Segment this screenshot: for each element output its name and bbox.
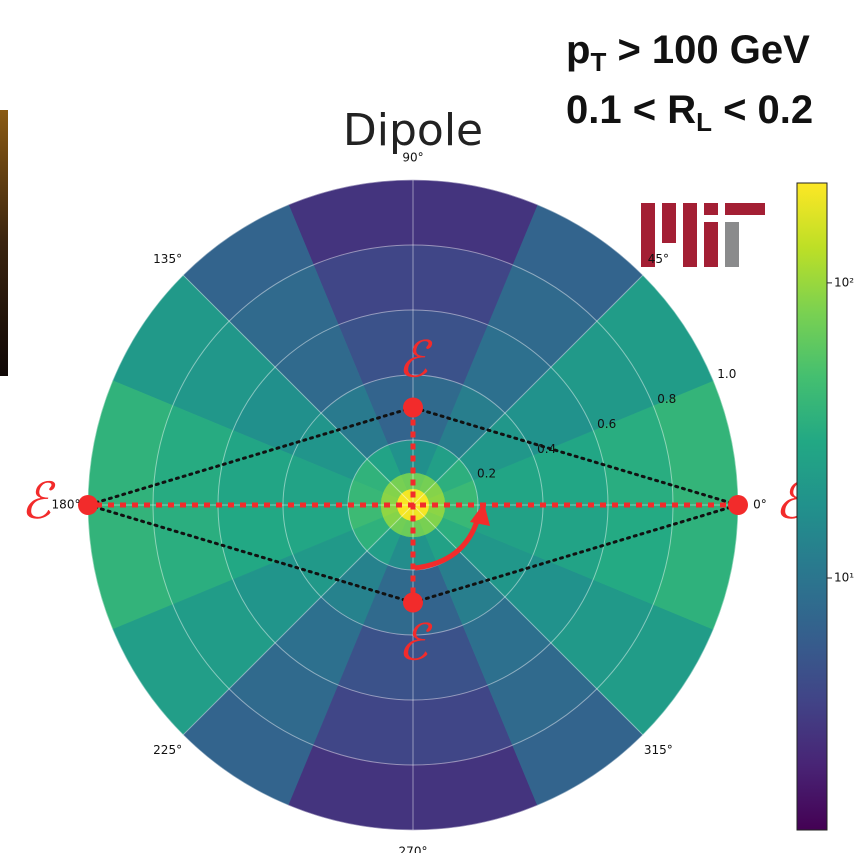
photo-edge — [0, 110, 8, 376]
r-tick-label: 0.4 — [537, 442, 556, 456]
r-tick-label: 0.8 — [657, 392, 676, 406]
diamond-edge — [86, 503, 415, 604]
r-tick-label: 0.6 — [597, 417, 616, 431]
diamond-edge — [411, 503, 740, 604]
point — [728, 495, 748, 515]
theta-tick-label: 0° — [753, 498, 767, 512]
mit-logo — [641, 203, 765, 267]
theta-tick-label: 315° — [644, 743, 673, 757]
r-tick-label: 1.0 — [717, 367, 736, 381]
point — [78, 495, 98, 515]
colorbar-tick-label: 10¹ — [834, 571, 854, 585]
rotation-arrow — [414, 517, 481, 571]
grid-spoke — [412, 504, 644, 736]
diamond-edge — [411, 406, 740, 507]
point-label: ℰ — [21, 472, 56, 530]
grid-spoke — [412, 274, 644, 506]
annotation: pT > 100 GeV — [566, 28, 810, 77]
annotation-sub: L — [696, 107, 712, 137]
grid-spoke — [182, 504, 414, 736]
r-tick-label: 0.2 — [477, 467, 496, 481]
theta-tick-label: 90° — [402, 151, 423, 165]
heat-cell — [652, 504, 739, 630]
theta-tick-label: 270° — [399, 845, 428, 854]
point-label: ℰ — [398, 331, 433, 389]
chart-title: Dipole — [343, 105, 483, 156]
annotation-main: p — [566, 28, 590, 72]
point — [403, 397, 423, 418]
annotation-main: 0.1 < R — [566, 88, 696, 132]
colorbar — [796, 182, 828, 831]
theta-tick-label: 45° — [648, 252, 669, 266]
annotation: 0.1 < RL < 0.2 — [566, 88, 813, 137]
grid-spoke — [182, 274, 414, 506]
point-label: ℰ — [398, 614, 433, 672]
point — [403, 592, 423, 613]
theta-tick-label: 225° — [153, 743, 182, 757]
diamond-edge — [86, 406, 415, 507]
annotation-sub: T — [590, 47, 606, 77]
theta-tick-label: 135° — [153, 252, 182, 266]
annotation-rest: > 100 GeV — [606, 28, 810, 72]
annotation-rest: < 0.2 — [712, 88, 813, 132]
colorbar-tick-label: 10² — [834, 275, 854, 289]
rotation-arrow-head — [470, 503, 490, 526]
theta-tick-label: 180° — [52, 498, 81, 512]
